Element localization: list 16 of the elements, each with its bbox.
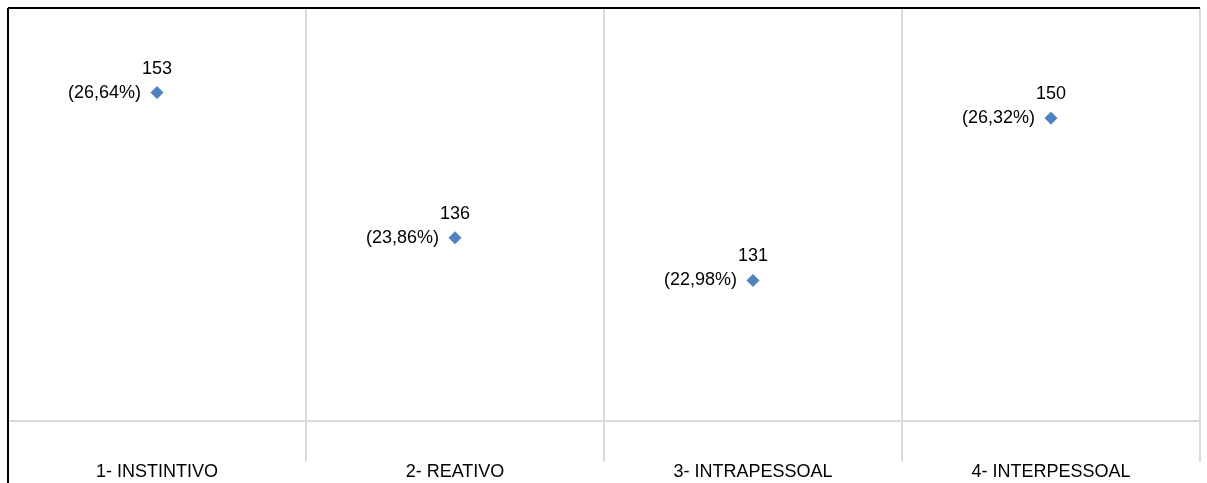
annotation: (26,32%) <box>961 107 1035 128</box>
annotation: (23,86%) <box>365 226 439 247</box>
annotation: (22,98%) <box>663 269 737 290</box>
point <box>448 231 462 245</box>
data-label: 150 <box>1035 83 1067 104</box>
x-tick-label: 4- INTERPESSOAL <box>971 461 1131 482</box>
data-label: 136 <box>439 202 471 223</box>
annotation: (26,64%) <box>67 81 141 102</box>
data-label: 131 <box>737 245 769 266</box>
point <box>1044 111 1058 125</box>
point <box>150 86 164 100</box>
x-tick-label: 1- INSTINTIVO <box>95 461 219 482</box>
x-tick-label: 3- INTRAPESSOAL <box>673 461 833 482</box>
data-label: 153 <box>141 57 173 78</box>
x-tick-label: 2- REATIVO <box>405 461 505 482</box>
point <box>746 273 760 287</box>
